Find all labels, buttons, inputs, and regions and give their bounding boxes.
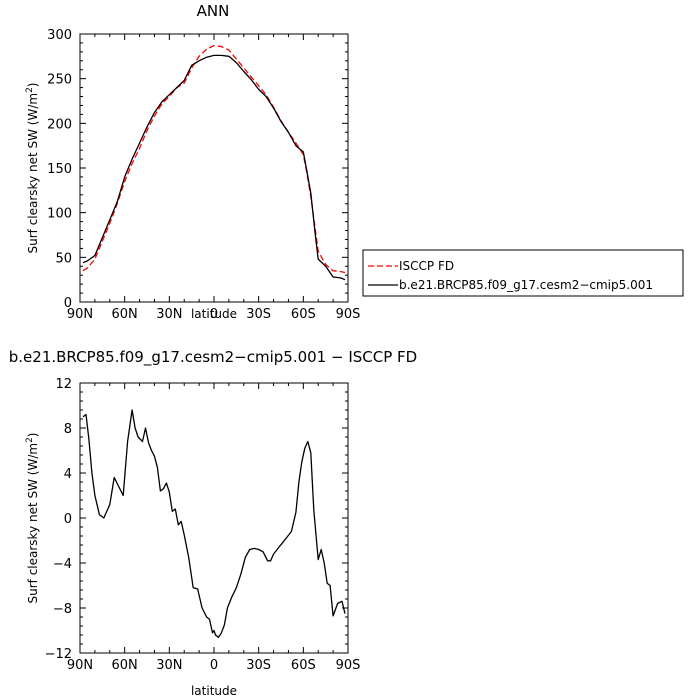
x-tick-label: 90S [336, 307, 361, 322]
y-tick-label: 0 [64, 296, 72, 311]
y-tick-label: 150 [47, 162, 72, 177]
bottom-panel: b.e21.BRCP85.f09_g17.cesm2−cmip5.001 − I… [9, 348, 417, 698]
x-tick-label: 0 [210, 307, 218, 322]
x-tick-label: 30S [246, 658, 271, 673]
x-tick-label: 90N [67, 658, 93, 673]
legend-label-isccp: ISCCP FD [399, 259, 454, 273]
top-x-axis-label: latitude [191, 307, 237, 321]
bottom-x-axis-label: latitude [191, 684, 237, 698]
x-tick-label: 60N [112, 307, 138, 322]
x-tick-label: 30N [156, 307, 182, 322]
y-tick-label: 0 [64, 512, 72, 527]
y-tick-label: 8 [64, 422, 72, 437]
y-tick-label: −8 [53, 602, 72, 617]
legend-box [362, 249, 684, 297]
x-tick-label: 90N [67, 307, 93, 322]
top-ticks: 90N 60N 30N 0 30S 60S 90S 0 50 100 150 200 250 300 [47, 28, 360, 322]
bottom-y-axis-label: Surf clearsky net SW (W/m2) [25, 433, 40, 604]
bottom-chart-title: b.e21.BRCP85.f09_g17.cesm2−cmip5.001 − I… [9, 348, 417, 367]
cesm2-series-line [82, 54, 346, 281]
y-tick-label: −12 [45, 647, 72, 662]
top-series-group [82, 44, 346, 281]
isccp-fd-series-line [82, 44, 346, 274]
x-tick-label: 90S [336, 658, 361, 673]
top-plot-frame [79, 33, 349, 303]
x-tick-label: 30S [246, 307, 271, 322]
bottom-plot-frame [79, 382, 349, 654]
y-tick-label: −4 [53, 557, 72, 572]
y-tick-label: 50 [55, 251, 72, 266]
x-tick-label: 30N [156, 658, 182, 673]
top-chart-title: ANN [197, 2, 230, 20]
legend: ISCCP FD b.e21.BRCP85.f09_g17.cesm2−cmip… [362, 249, 684, 297]
x-tick-label: 60S [291, 307, 316, 322]
y-tick-label: 4 [64, 467, 72, 482]
x-tick-label: 60N [112, 658, 138, 673]
y-tick-label: 250 [47, 73, 72, 88]
bottom-series-group [82, 409, 346, 638]
top-panel: ANN 90N 60N 30N 0 30S 60S 90S 0 50 100 150 200 250 30… [25, 2, 360, 322]
y-tick-label: 12 [55, 377, 72, 392]
y-tick-label: 300 [47, 28, 72, 43]
x-tick-label: 60S [291, 658, 316, 673]
bottom-ticks: 90N 60N 30N 0 30S 60S 90S −12 −8 −4 0 4 8 12 [45, 377, 361, 673]
y-tick-label: 100 [47, 207, 72, 222]
y-tick-label: 200 [47, 117, 72, 132]
top-y-axis-label: Surf clearsky net SW (W/m2) [25, 83, 40, 254]
legend-label-cesm2: b.e21.BRCP85.f09_g17.cesm2−cmip5.001 [399, 278, 653, 292]
cesm2-series-line [82, 409, 346, 638]
x-tick-label: 0 [210, 658, 218, 673]
